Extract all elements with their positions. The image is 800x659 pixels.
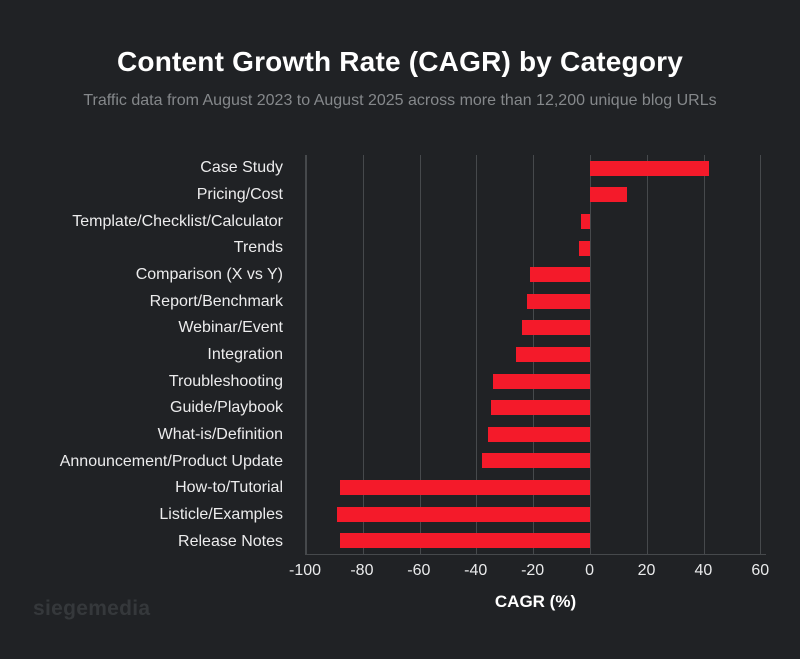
bar	[340, 480, 590, 495]
category-label: What-is/Definition	[157, 426, 283, 444]
bar	[487, 426, 590, 442]
category-label: Webinar/Event	[178, 319, 283, 337]
category-label: Listicle/Examples	[159, 506, 283, 524]
gridline	[703, 155, 705, 554]
category-label: Troubleshooting	[168, 372, 283, 390]
category-label: Report/Benchmark	[149, 292, 283, 310]
bar	[527, 293, 590, 309]
page-title: Content Growth Rate (CAGR) by Category	[116, 46, 684, 77]
x-tick-label: -20	[521, 562, 545, 579]
page-subtitle: Traffic data from August 2023 to August …	[83, 92, 717, 109]
bar	[337, 506, 590, 522]
brand-logo: siegemedia	[33, 597, 151, 620]
bar	[521, 320, 590, 336]
category-label: Integration	[207, 346, 283, 364]
x-tick-label: -100	[288, 562, 322, 579]
x-tick-label: 20	[637, 562, 656, 579]
category-label: Trends	[233, 239, 283, 257]
category-label: Case Study	[200, 159, 283, 177]
bar	[490, 400, 590, 416]
gridline	[646, 155, 648, 554]
bar	[482, 453, 590, 469]
x-axis-ticks: -100 -80 -60 -40 -20 0 20 40 60	[289, 562, 770, 582]
bar	[530, 267, 590, 283]
category-label: Template/Checklist/Calculator	[72, 212, 283, 230]
x-tick-label: 60	[751, 562, 770, 579]
gridline	[419, 155, 421, 554]
gridline	[760, 155, 762, 554]
category-label: Pricing/Cost	[196, 186, 283, 203]
x-tick-label: 40	[694, 562, 713, 579]
bar	[581, 213, 590, 229]
bar	[589, 187, 627, 203]
category-label: Comparison (X vs Y)	[135, 266, 283, 284]
bar	[589, 160, 710, 176]
bar	[493, 373, 590, 389]
gridline	[476, 155, 478, 554]
category-label: How-to/Tutorial	[175, 479, 283, 497]
category-labels: Case Study Pricing/Cost Template/Checklist…	[0, 155, 295, 555]
gridline	[306, 155, 307, 554]
bar	[516, 347, 590, 362]
x-tick-label: 0	[585, 562, 595, 579]
category-label: Announcement/Product Update	[59, 452, 283, 470]
bar	[340, 533, 590, 549]
plot-area	[305, 155, 766, 555]
gridline	[362, 155, 364, 554]
x-tick-label: -80	[350, 562, 374, 579]
category-label: Release Notes	[178, 532, 283, 550]
bar	[578, 240, 590, 256]
gridline	[589, 155, 591, 554]
x-tick-label: -40	[464, 562, 488, 579]
x-tick-label: -60	[407, 562, 431, 579]
category-label: Guide/Playbook	[170, 399, 283, 417]
x-axis-title: CAGR (%)	[494, 592, 577, 611]
